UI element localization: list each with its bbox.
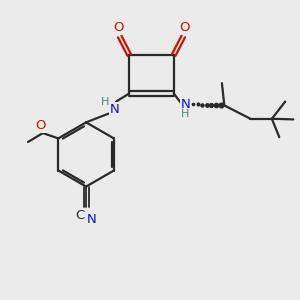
Text: N: N [87,213,97,226]
Text: N: N [110,103,119,116]
Text: N: N [181,98,190,111]
Text: H: H [101,98,110,107]
Text: C: C [76,208,85,222]
Text: O: O [113,21,124,34]
Text: O: O [179,21,190,34]
Text: H: H [181,109,190,119]
Text: O: O [35,119,46,132]
